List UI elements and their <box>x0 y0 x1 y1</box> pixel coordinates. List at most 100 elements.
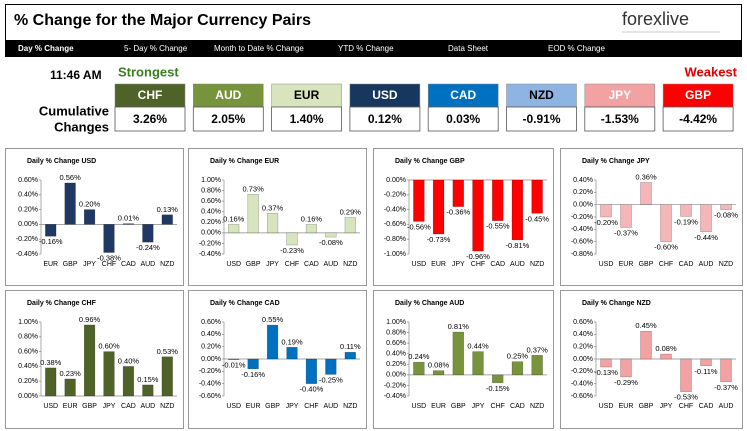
bar <box>492 374 504 384</box>
tab[interactable]: Data Sheet <box>448 44 489 53</box>
y-tick-label: 0.60% <box>386 340 406 347</box>
tab[interactable]: Month to Date % Change <box>214 44 304 53</box>
x-tick-label: AUD <box>323 261 338 268</box>
x-tick-label: USD <box>43 403 58 410</box>
x-tick-label: NZD <box>530 261 544 268</box>
bar <box>305 224 318 234</box>
bar <box>531 355 543 376</box>
y-tick-label: -0.20% <box>571 214 593 221</box>
value-label: 0.60% <box>98 342 120 351</box>
currency-name: CAD <box>450 88 476 102</box>
y-tick-label: 0.60% <box>18 177 38 184</box>
y-tick-label: -0.20% <box>384 192 406 199</box>
value-label: 0.81% <box>448 322 470 331</box>
y-tick-label: -0.60% <box>384 221 406 228</box>
chart-title: Daily % Change GBP <box>395 158 465 165</box>
bar <box>266 213 279 234</box>
value-label: 0.36% <box>635 172 657 181</box>
x-tick-label: NZD <box>343 403 357 410</box>
value-label: -0.29% <box>614 378 638 387</box>
x-tick-label: NZD <box>343 261 357 268</box>
x-tick-label: EUR <box>619 403 634 410</box>
y-tick-label: -0.40% <box>16 251 38 258</box>
x-tick-label: JPY <box>472 403 485 410</box>
value-label: 0.16% <box>301 214 323 223</box>
y-tick-label: 0.00% <box>573 356 593 363</box>
bar <box>472 179 484 252</box>
value-label: -0.55% <box>486 222 510 231</box>
y-tick-label: 0.60% <box>201 198 221 205</box>
bar <box>620 204 632 228</box>
currency-name: AUD <box>215 88 241 102</box>
x-tick-label: CAD <box>121 403 136 410</box>
y-tick-label: -0.20% <box>16 236 38 243</box>
value-label: 0.13% <box>157 205 179 214</box>
value-label: 0.20% <box>79 200 101 209</box>
value-box <box>584 106 656 132</box>
x-tick-label: GBP <box>451 403 466 410</box>
y-tick-label: 1.00% <box>18 319 38 326</box>
y-tick-label: 0.00% <box>386 372 406 379</box>
x-tick-label: AUD <box>510 261 525 268</box>
x-tick-label: EUR <box>431 261 446 268</box>
value-label: 0.19% <box>281 337 303 346</box>
bar <box>531 179 543 214</box>
page-title: % Change for the Major Currency Pairs <box>14 12 311 29</box>
bar <box>720 204 732 210</box>
value-label: -0.53% <box>674 393 698 402</box>
value-box <box>349 106 421 132</box>
currency-name: GBP <box>685 88 711 102</box>
y-tick-label: 0.40% <box>18 192 38 199</box>
x-tick-label: GBP <box>265 403 280 410</box>
y-tick-label: 0.20% <box>573 189 593 196</box>
tab[interactable]: Day % Change <box>18 44 74 53</box>
y-tick-label: -0.40% <box>384 393 406 400</box>
currency-name: NZD <box>529 88 554 102</box>
x-tick-label: CHF <box>491 403 505 410</box>
y-tick-label: -0.80% <box>384 236 406 243</box>
x-tick-label: EUR <box>431 403 446 410</box>
value-label: -0.73% <box>427 235 451 244</box>
bar <box>660 204 672 242</box>
x-tick-label: GBP <box>246 261 261 268</box>
x-tick-label: CHF <box>471 261 485 268</box>
value-label: -0.36% <box>446 208 470 217</box>
chart-panel <box>188 290 367 429</box>
value-label: 0.37% <box>262 203 284 212</box>
value-label: 0.16% <box>223 214 245 223</box>
value-label: 0.56% <box>60 173 82 182</box>
value-label: 0.01% <box>118 214 140 223</box>
tab[interactable]: YTD % Change <box>338 44 394 53</box>
bar <box>640 331 652 360</box>
x-tick-label: USD <box>411 403 426 410</box>
y-tick-label: 0.20% <box>573 344 593 351</box>
y-tick-label: 0.00% <box>18 393 38 400</box>
value-label: 0.29% <box>340 208 362 217</box>
y-tick-label: 0.40% <box>18 363 38 370</box>
x-tick-label: JPY <box>286 403 299 410</box>
bar <box>680 204 692 217</box>
chart-title: Daily % Change CHF <box>27 300 97 307</box>
value-label: -0.20% <box>594 218 618 227</box>
row-label: Changes <box>54 119 109 134</box>
y-tick-label: -0.20% <box>571 368 593 375</box>
tab[interactable]: 5- Day % Change <box>124 44 188 53</box>
x-tick-label: AUD <box>699 261 714 268</box>
x-tick-label: AUD <box>323 403 338 410</box>
currency-change: 3.26% <box>133 112 167 126</box>
y-tick-label: -0.20% <box>199 368 221 375</box>
bar <box>228 358 240 360</box>
tab[interactable]: EOD % Change <box>548 44 605 53</box>
y-tick-label: 0.40% <box>201 209 221 216</box>
x-tick-label: GBP <box>639 261 654 268</box>
value-label: -0.96% <box>466 252 490 261</box>
y-tick-label: -0.20% <box>384 382 406 389</box>
value-label: -0.45% <box>525 214 549 223</box>
bar <box>122 223 135 225</box>
y-tick-label: 0.00% <box>18 221 38 228</box>
bar <box>620 358 632 378</box>
x-tick-label: USD <box>599 403 614 410</box>
value-label: 0.73% <box>243 184 265 193</box>
x-tick-label: JPY <box>266 261 279 268</box>
chart-title: Daily % Change JPY <box>582 158 650 165</box>
